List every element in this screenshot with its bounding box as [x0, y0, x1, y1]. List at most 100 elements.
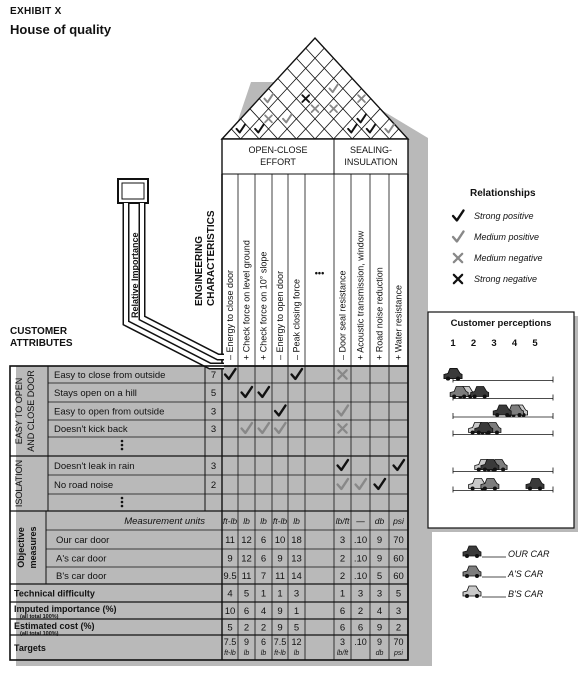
car-icon: [462, 565, 482, 578]
summary-value: 3: [358, 589, 363, 600]
scale-label: 5: [532, 338, 538, 349]
characteristics-header: [221, 138, 409, 367]
measure-value: lb: [260, 516, 267, 526]
legend-symbol: [451, 230, 465, 243]
summary-value: 6: [340, 623, 345, 634]
importance-value: 7: [211, 370, 216, 381]
characteristic-label: + Water resistance: [394, 285, 404, 360]
matrix-frame: [9, 365, 409, 661]
customer-attributes-label: ATTRIBUTES: [10, 338, 73, 349]
summary-value: 3: [294, 589, 299, 600]
target-unit: ft-lb: [274, 650, 286, 657]
relationship-strong-positive: [392, 458, 406, 472]
roof-mark: [282, 113, 293, 124]
measure-value: lb: [293, 516, 300, 526]
target-value: .10: [354, 637, 367, 647]
summary-value: 5: [227, 623, 232, 634]
measure-value: db: [375, 516, 385, 526]
target-unit: ft-lb: [224, 650, 236, 657]
summary-value: 2: [358, 606, 363, 617]
attribute-label: Doesn't leak in rain: [54, 461, 135, 472]
measure-value: —: [355, 516, 365, 526]
roof-mark: [347, 123, 358, 134]
measure-value: 14: [291, 571, 302, 582]
summary-value: 5: [244, 589, 249, 600]
measure-label: B's car door: [56, 571, 106, 582]
objective-measures-label: measures: [28, 526, 38, 568]
measure-value: psi: [392, 516, 405, 526]
group-label: OPEN-CLOSE: [248, 145, 307, 155]
attribute-group-label: ISOLATION: [14, 460, 24, 507]
summary-row-label: Technical difficulty: [14, 589, 95, 599]
relationship-medium-positive: [240, 421, 254, 435]
attribute-label: Stays open on a hill: [54, 388, 137, 399]
legend-symbol: [451, 209, 465, 222]
measure-value: 18: [291, 535, 302, 546]
summary-value: 2: [396, 623, 401, 634]
target-value: 9: [244, 637, 249, 647]
characteristic-label: + Acoustic transmission, window: [356, 230, 366, 360]
correlation-roof: [220, 36, 410, 140]
measure-value: 13: [291, 554, 302, 565]
summary-value: 1: [340, 589, 345, 600]
summary-row-label: Imputed importance (%): [14, 604, 117, 614]
car-icon: [462, 585, 482, 598]
ellipsis: •••: [315, 268, 324, 278]
measure-value: 5: [377, 571, 382, 582]
engineering-characteristics-label: ENGINEERING: [194, 236, 205, 306]
characteristic-label: + Road noise reduction: [375, 267, 385, 360]
characteristic-label: – Peak closing force: [292, 279, 302, 360]
measure-value: 11: [225, 535, 235, 546]
measure-value: 6: [261, 554, 266, 565]
measure-value: ft-lb: [223, 516, 237, 526]
scale-label: 1: [450, 338, 456, 349]
legend-label: Strong negative: [474, 274, 537, 284]
summary-value: 10: [225, 606, 236, 617]
attribute-group-label: AND CLOSE DOOR: [26, 370, 36, 452]
house-shadow: [16, 366, 228, 666]
roof-mark: [264, 114, 273, 124]
car-icon: [480, 459, 500, 472]
measure-value: 9: [377, 535, 382, 546]
attribute-group-label: EASY TO OPEN: [14, 378, 24, 445]
car-icon: [492, 404, 512, 417]
engineering-characteristics-label: CHARACTERISTICS: [206, 210, 217, 306]
summary-value: 6: [244, 606, 249, 617]
relationship-medium-negative: [337, 423, 348, 434]
scale-label: 2: [471, 338, 476, 349]
attribute-label: Easy to close from outside: [54, 370, 165, 381]
relationship-strong-positive: [373, 477, 387, 491]
roof-mark: [357, 94, 366, 103]
targets-label: Targets: [14, 643, 46, 653]
ellipsis-dot: [120, 504, 124, 508]
target-unit: psi: [393, 650, 403, 657]
importance-chimney: [117, 178, 224, 370]
target-unit: lb: [261, 650, 267, 657]
roof-mark: [384, 123, 395, 134]
attribute-label: Easy to open from outside: [54, 407, 164, 418]
measure-value: lb/ft: [336, 516, 350, 526]
car-icon: [474, 422, 494, 435]
summary-value: 4: [261, 606, 266, 617]
car-icon: [449, 386, 469, 399]
summary-value: 9: [277, 623, 282, 634]
relative-importance-label: Relative Importance: [130, 232, 140, 318]
relationship-medium-positive: [336, 477, 350, 491]
roof-mark: [328, 83, 340, 94]
objective-measures-label: Objective: [16, 527, 26, 568]
target-unit: lb: [244, 650, 250, 657]
ellipsis-dot: [120, 496, 124, 500]
ellipsis-dot: [120, 439, 124, 443]
target-value: 9: [377, 637, 382, 647]
group-label: SEALING-: [350, 145, 392, 155]
summary-value: 4: [227, 589, 232, 600]
target-value: 3: [340, 637, 345, 647]
measure-value: 60: [393, 571, 404, 582]
roof-mark: [235, 123, 247, 134]
summary-value: 9: [377, 623, 382, 634]
relationship-strong-positive: [223, 367, 237, 381]
car-legend-label: OUR CAR: [508, 549, 550, 559]
car-icon: [470, 386, 490, 399]
measure-value: 2: [340, 554, 345, 565]
perceptions-title: Customer perceptions: [451, 318, 552, 329]
